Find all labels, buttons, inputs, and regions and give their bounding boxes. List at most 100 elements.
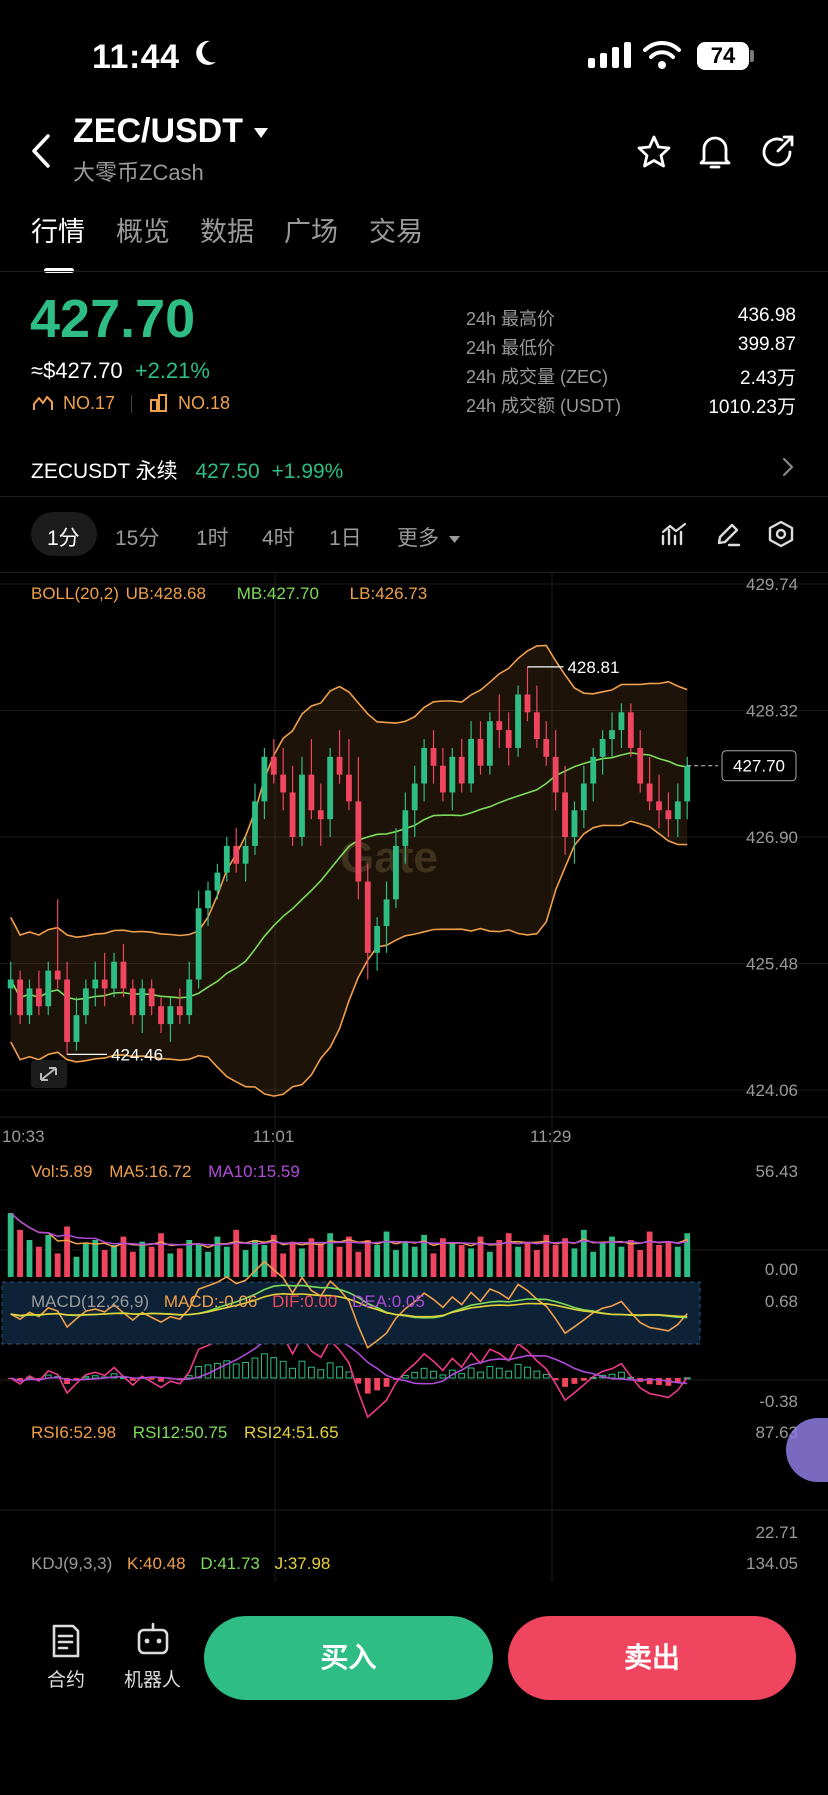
candle-body [7,979,14,989]
candle [35,970,42,1016]
candle [533,685,540,748]
rank-volume[interactable]: NO.18 [178,393,231,413]
kdj-j: J:37.98 [274,1554,331,1573]
rank-market-cap[interactable]: NO.17 [63,393,116,413]
pair-title[interactable]: ZEC/USDT [73,112,243,150]
interval-1d[interactable]: 1日 [329,527,362,550]
volume-bar [17,1229,24,1277]
star-icon[interactable] [636,134,672,175]
candle [101,952,108,1007]
signal-icon [588,42,632,73]
contract-label[interactable]: 合约 [47,1670,86,1691]
expand-icon-glyph [40,1067,57,1081]
tab-trade[interactable]: 交易 [369,217,423,247]
settings-hex-icon[interactable] [768,520,794,553]
volume-bar [684,1243,691,1277]
candle-body [355,801,362,882]
interval-1h[interactable]: 1时 [196,527,229,550]
buy-button[interactable]: 买入 [204,1616,493,1700]
candle [92,961,99,1007]
perpetual-row[interactable]: ZECUSDT 永续 427.50 +1.99% [31,455,801,485]
tab-overview[interactable]: 概览 [116,217,170,247]
candle [440,747,446,802]
candle [383,881,390,953]
candle [129,979,136,1025]
candle [674,783,681,837]
macd-histogram-bar [383,1378,390,1387]
candle-body [327,756,334,820]
macd-histogram-bar [91,1375,99,1379]
candle-body [590,756,597,784]
usd-value: ≈$427.70 [31,358,123,383]
macd-dif: DIF:0.00 [272,1292,338,1311]
candle-body [515,694,521,748]
candle [486,712,493,775]
candle [656,774,662,829]
interval-15m[interactable]: 15分 [115,527,160,550]
draw-pen-icon[interactable] [715,521,741,552]
candle [139,979,146,1033]
volume-bar [533,1250,540,1277]
candle [214,863,221,900]
candle [73,997,80,1051]
share-icon[interactable] [760,134,796,175]
contract-icon[interactable] [51,1624,81,1663]
candle [252,783,258,855]
volume-bar [205,1251,211,1277]
macd-histogram-bar [185,1375,193,1379]
bell-icon[interactable] [698,133,732,176]
robot-icon[interactable] [136,1622,170,1661]
tab-square[interactable]: 广场 [284,217,338,247]
candle [618,703,625,748]
volume-bar [402,1241,409,1277]
candle [609,712,615,757]
chevron-right-icon[interactable] [782,457,794,482]
kline-chart[interactable]: Gate428.81424.46429.74428.32426.90425.48… [0,572,828,1582]
macd-histogram-bar [17,1378,24,1381]
candle [580,765,587,829]
candle [64,961,70,1055]
kdj-legend: KDJ(9,3,3) K:40.48 D:41.73 J:37.98 [31,1554,330,1574]
volume-bar [571,1248,578,1277]
boll-band-fill [10,645,688,1097]
macd-histogram-bar [260,1353,268,1379]
x-tick-label: 10:33 [2,1127,45,1146]
interval-4h[interactable]: 4时 [262,527,295,550]
volume-bar [139,1241,146,1277]
back-icon[interactable] [30,134,52,173]
indicator-icon[interactable] [661,522,687,551]
volume-bar [186,1239,193,1277]
rsi-min: 22.71 [755,1523,798,1542]
macd-max: 0.68 [764,1292,798,1311]
more-caret-icon[interactable] [449,531,460,549]
candle-body [609,730,615,740]
sell-button[interactable]: 卖出 [508,1616,796,1700]
candle-body [571,810,578,837]
volume-bar [524,1241,531,1277]
volume-bar [7,1213,14,1277]
candle [421,739,428,802]
candle [111,952,117,998]
volume-bar [562,1238,568,1277]
x-tick-label: 11:01 [253,1127,294,1146]
candle-body [92,979,99,989]
macd-histogram-bar [674,1378,681,1383]
interval-more[interactable]: 更多 [397,527,439,550]
tab-market[interactable]: 行情 [31,217,85,247]
volume-bar [214,1236,221,1277]
candle [195,890,202,989]
tab-data[interactable]: 数据 [200,217,254,247]
candle-body [139,988,146,1016]
macd-histogram-bar [495,1367,503,1379]
volume-bar [299,1248,305,1277]
interval-1m[interactable]: 1分 [47,527,80,550]
stat-value-volume: 2.43万 [740,368,796,389]
caret-down-icon[interactable] [253,126,269,144]
candle-body [496,721,503,731]
candle [562,765,568,855]
macd-name: MACD(12,26,9) [31,1292,150,1311]
candle [468,721,475,793]
macd-histogram-bar [374,1378,381,1391]
volume-bar [223,1246,230,1277]
robot-label[interactable]: 机器人 [124,1670,182,1691]
